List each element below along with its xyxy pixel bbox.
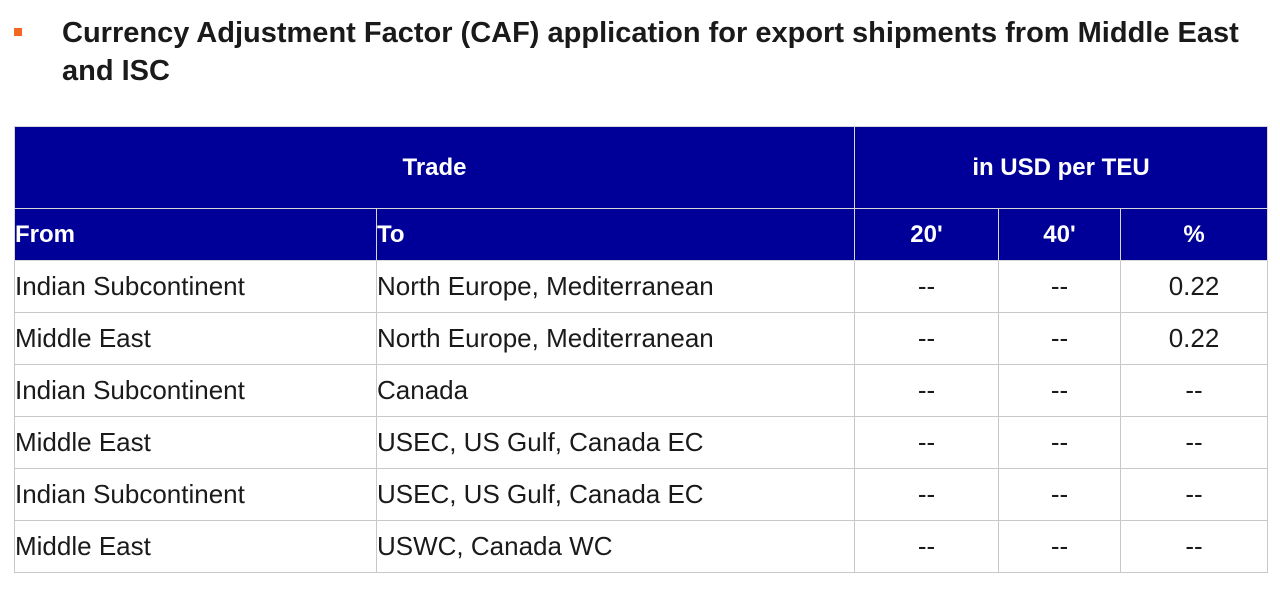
twenty-foot-cell: -- [854, 416, 999, 469]
forty-foot-cell: -- [998, 260, 1121, 313]
twenty-foot-cell: -- [854, 468, 999, 521]
twenty-foot-cell: -- [854, 260, 999, 313]
percent-column-header: % [1120, 208, 1268, 261]
from-cell: Indian Subcontinent [14, 468, 377, 521]
page-title: Currency Adjustment Factor (CAF) applica… [62, 17, 1239, 87]
to-cell: North Europe, Mediterranean [376, 312, 855, 365]
forty-foot-cell: -- [998, 312, 1121, 365]
square-bullet-icon [14, 28, 22, 36]
forty-foot-cell: -- [998, 416, 1121, 469]
percent-cell: 0.22 [1120, 260, 1268, 313]
table-row: Indian Subcontinent USEC, US Gulf, Canad… [14, 468, 1268, 521]
to-column-header: To [376, 208, 855, 261]
forty-foot-cell: -- [998, 364, 1121, 417]
caf-table: Trade in USD per TEU From To 20' 40' % I… [14, 126, 1268, 573]
from-cell: Middle East [14, 520, 377, 573]
from-cell: Middle East [14, 416, 377, 469]
percent-cell: -- [1120, 364, 1268, 417]
table-row: Middle East USEC, US Gulf, Canada EC -- … [14, 416, 1268, 469]
percent-cell: -- [1120, 416, 1268, 469]
percent-cell: -- [1120, 468, 1268, 521]
from-column-header: From [14, 208, 377, 261]
forty-foot-cell: -- [998, 468, 1121, 521]
table-row: Indian Subcontinent North Europe, Medite… [14, 260, 1268, 313]
twenty-foot-column-header: 20' [854, 208, 999, 261]
forty-foot-cell: -- [998, 520, 1121, 573]
percent-cell: 0.22 [1120, 312, 1268, 365]
trade-group-header: Trade [14, 126, 855, 209]
table-row: Indian Subcontinent Canada -- -- -- [14, 364, 1268, 417]
from-cell: Indian Subcontinent [14, 364, 377, 417]
table-row: Middle East North Europe, Mediterranean … [14, 312, 1268, 365]
from-cell: Middle East [14, 312, 377, 365]
twenty-foot-cell: -- [854, 364, 999, 417]
to-cell: North Europe, Mediterranean [376, 260, 855, 313]
to-cell: Canada [376, 364, 855, 417]
forty-foot-column-header: 40' [998, 208, 1121, 261]
twenty-foot-cell: -- [854, 312, 999, 365]
to-cell: USWC, Canada WC [376, 520, 855, 573]
column-header-row: From To 20' 40' % [14, 208, 1268, 261]
to-cell: USEC, US Gulf, Canada EC [376, 468, 855, 521]
to-cell: USEC, US Gulf, Canada EC [376, 416, 855, 469]
percent-cell: -- [1120, 520, 1268, 573]
table-row: Middle East USWC, Canada WC -- -- -- [14, 520, 1268, 573]
unit-group-header: in USD per TEU [854, 126, 1268, 209]
group-header-row: Trade in USD per TEU [14, 126, 1268, 209]
twenty-foot-cell: -- [854, 520, 999, 573]
from-cell: Indian Subcontinent [14, 260, 377, 313]
